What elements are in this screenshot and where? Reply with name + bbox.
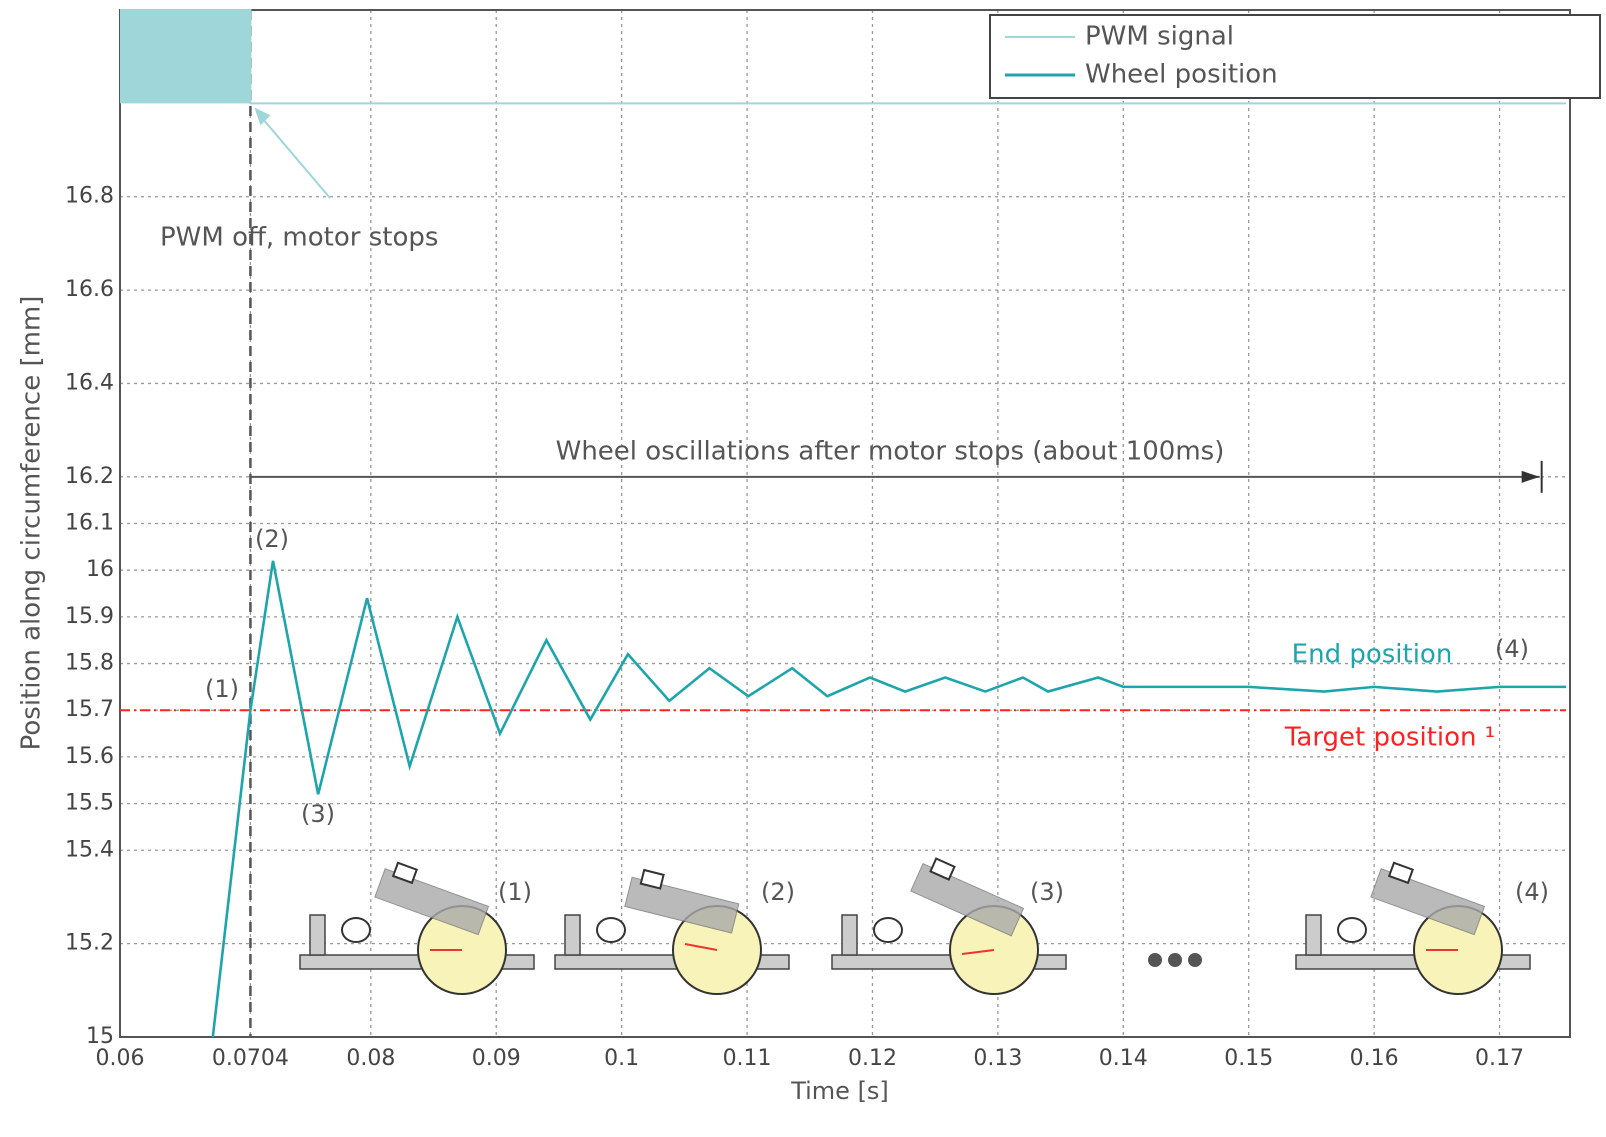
- point-label: (2): [255, 525, 289, 553]
- x-tick-label: 0.15: [1224, 1046, 1273, 1071]
- y-tick-label: 15.4: [65, 837, 114, 862]
- annotation: Wheel oscillations after motor stops (ab…: [556, 437, 1225, 467]
- illustration: [1296, 859, 1530, 994]
- x-tick-label: 0.09: [472, 1046, 521, 1071]
- y-tick-label: 16.4: [65, 370, 114, 395]
- x-tick-label: 0.0704: [212, 1046, 289, 1071]
- x-tick-label: 0.08: [346, 1046, 395, 1071]
- x-tick-label: 0.17: [1475, 1046, 1524, 1071]
- illustration-label: (1): [498, 878, 532, 906]
- illustration: [832, 855, 1066, 994]
- roller: [342, 918, 370, 942]
- post: [842, 915, 857, 955]
- roller: [874, 918, 902, 942]
- illustration-label: (4): [1515, 878, 1549, 906]
- point-label: (3): [301, 800, 335, 828]
- y-tick-label: 15.6: [65, 744, 114, 769]
- ellipsis-dot: [1188, 953, 1202, 967]
- annotation: PWM off, motor stops: [160, 223, 438, 253]
- end-marker: (4): [1495, 635, 1529, 663]
- roller: [597, 918, 625, 942]
- end-label: End position: [1292, 640, 1453, 670]
- legend-label: Wheel position: [1085, 60, 1278, 90]
- y-tick-label: 16.2: [65, 464, 114, 489]
- y-tick-label: 16.8: [65, 184, 114, 209]
- illustration: [555, 868, 789, 994]
- x-tick-label: 0.11: [723, 1046, 772, 1071]
- chart: Time [s] Position along circumference [m…: [0, 0, 1606, 1137]
- target-label: Target position ¹: [1284, 723, 1495, 753]
- arrow-head: [254, 107, 270, 125]
- y-tick-label: 15.7: [65, 697, 114, 722]
- legend-label: PWM signal: [1085, 22, 1234, 52]
- post: [565, 915, 580, 955]
- y-tick-label: 16.6: [65, 277, 114, 302]
- y-tick-label: 15.8: [65, 651, 114, 676]
- x-tick-label: 0.14: [1099, 1046, 1148, 1071]
- x-tick-label: 0.06: [96, 1046, 145, 1071]
- y-tick-label: 15.9: [65, 604, 114, 629]
- legend-box: [990, 15, 1600, 98]
- point-label: (1): [205, 675, 239, 703]
- y-tick-label: 15.5: [65, 791, 114, 816]
- y-tick-label: 16: [86, 557, 114, 582]
- arrow-head: [1522, 471, 1540, 483]
- ellipsis-dot: [1148, 953, 1162, 967]
- roller: [1338, 918, 1366, 942]
- post: [310, 915, 325, 955]
- y-axis-label: Position along circumference [mm]: [17, 296, 47, 751]
- y-tick-label: 16.1: [65, 511, 114, 536]
- x-tick-label: 0.16: [1350, 1046, 1399, 1071]
- ellipsis-dot: [1168, 953, 1182, 967]
- x-tick-label: 0.12: [848, 1046, 897, 1071]
- annotation-arrow: [256, 111, 330, 198]
- x-tick-label: 0.1: [604, 1046, 639, 1071]
- x-axis-label: Time [s]: [790, 1077, 889, 1105]
- y-tick-label: 15.2: [65, 931, 114, 956]
- post: [1306, 915, 1321, 955]
- illustration-label: (2): [761, 878, 795, 906]
- x-tick-label: 0.13: [973, 1046, 1022, 1071]
- illustration-label: (3): [1030, 878, 1064, 906]
